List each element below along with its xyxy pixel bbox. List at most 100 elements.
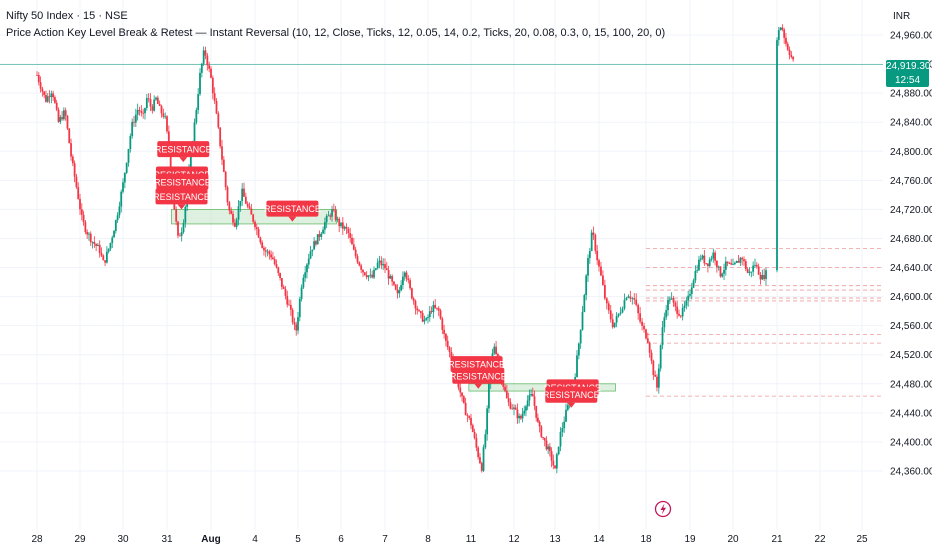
candle (737, 254, 740, 263)
candle (331, 205, 333, 222)
candle (129, 133, 132, 153)
candle (619, 306, 622, 316)
candle (657, 363, 660, 394)
time-tick-label: 7 (382, 534, 388, 545)
price-axis[interactable]: 24,960.0024,920.0024,880.0024,840.0024,8… (890, 31, 932, 478)
time-tick-label: 30 (117, 534, 129, 545)
candle (180, 227, 183, 242)
symbol-title[interactable]: Nifty 50 Index · 15 · NSE (6, 10, 128, 22)
candle (302, 274, 305, 290)
candle (396, 284, 399, 299)
candle (55, 99, 58, 112)
price-tick-label: 24,800.00 (890, 147, 932, 158)
candle (464, 397, 467, 416)
candle (748, 267, 751, 276)
time-tick-label: 18 (640, 534, 652, 545)
candle (195, 107, 198, 125)
candle (448, 346, 451, 358)
candle (441, 316, 444, 335)
replay-bolt-icon[interactable] (654, 500, 672, 518)
time-tick-label: 8 (425, 534, 431, 545)
time-axis[interactable]: 28 29 30 31 Aug 4 5 6 7 8 11 12 13 14 18 19 20 21 22 25 (31, 534, 868, 545)
candle (118, 201, 121, 219)
candle (752, 261, 755, 277)
candle (95, 243, 98, 252)
candle (403, 271, 406, 281)
candle (37, 72, 40, 86)
candle (637, 303, 640, 320)
resistance-labels: RESISTANCERESISTANCERESISTANCERESISTANCE… (153, 141, 601, 408)
candle (280, 278, 283, 290)
candle (351, 233, 353, 245)
candle (724, 256, 727, 276)
candle (160, 104, 163, 118)
candle (690, 282, 693, 300)
candle (621, 306, 624, 314)
candle (661, 320, 664, 350)
time-tick-label: 22 (814, 534, 826, 545)
candle (345, 223, 348, 235)
candle (526, 395, 529, 411)
candle (147, 93, 150, 103)
candle (356, 253, 359, 265)
candle (776, 37, 778, 273)
candle (434, 298, 437, 310)
candle (244, 192, 247, 205)
candle (792, 56, 795, 62)
candle (68, 127, 71, 144)
candle (89, 231, 92, 246)
candle (70, 138, 72, 161)
candle (120, 189, 123, 213)
candle (631, 296, 634, 305)
candle (721, 272, 724, 278)
price-tick-label: 24,840.00 (890, 118, 932, 129)
candle (427, 314, 429, 324)
candle (197, 88, 200, 114)
candle (412, 296, 415, 305)
price-tick-label: 24,680.00 (890, 234, 932, 245)
candle (405, 270, 408, 282)
candle (313, 236, 316, 250)
candle (221, 139, 223, 165)
candle (145, 93, 148, 111)
candle (594, 233, 597, 255)
candle (369, 268, 372, 279)
candle (555, 452, 558, 474)
candle (723, 263, 725, 280)
candle (701, 254, 704, 261)
candle (607, 300, 610, 314)
candle (384, 258, 386, 274)
candle (783, 27, 786, 44)
candle (254, 220, 256, 231)
candle (533, 390, 536, 411)
candle (140, 105, 143, 117)
candle (382, 258, 385, 271)
candle (295, 321, 298, 336)
candle (648, 341, 651, 358)
candle (523, 405, 526, 416)
candle (266, 249, 269, 257)
candle (98, 240, 101, 258)
currency-label[interactable]: INR (893, 11, 911, 22)
candle (786, 41, 789, 51)
candle (421, 310, 424, 323)
candle (306, 262, 308, 279)
indicator-legend[interactable]: Price Action Key Level Break & Retest — … (6, 27, 666, 39)
candle (765, 267, 767, 286)
candle (268, 249, 271, 260)
candle (204, 46, 207, 60)
candle (93, 236, 96, 248)
candle (309, 245, 312, 260)
candle (696, 264, 699, 273)
candle (590, 229, 593, 252)
candle (525, 404, 527, 417)
candle (679, 314, 682, 319)
candle (750, 271, 753, 278)
candle (97, 243, 99, 247)
candle (561, 422, 564, 437)
candle (681, 303, 684, 321)
candle (587, 254, 589, 282)
candle (635, 293, 638, 307)
candle (746, 267, 749, 274)
